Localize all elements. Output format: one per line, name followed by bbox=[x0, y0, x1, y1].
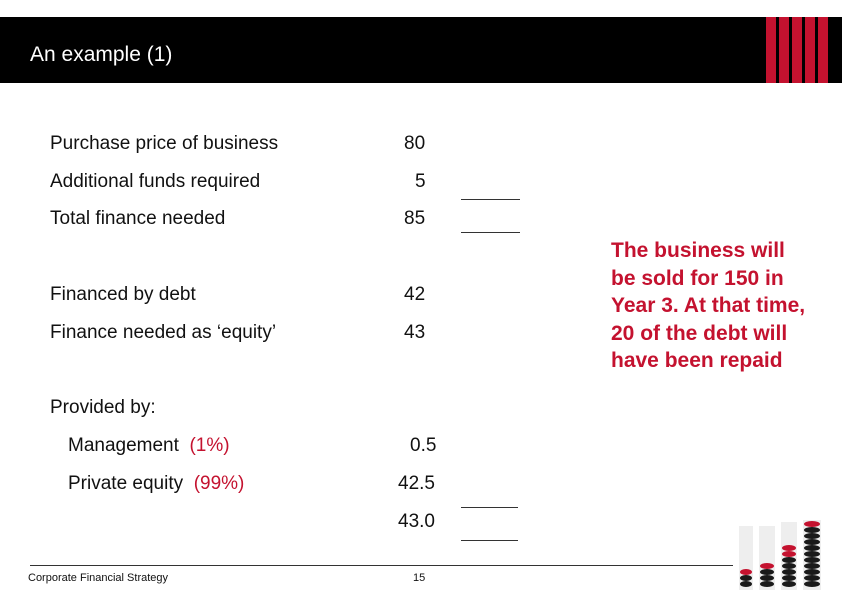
additional-funds-label: Additional funds required bbox=[50, 171, 261, 192]
private-equity-label: Private equity bbox=[68, 473, 184, 494]
equity-label: Finance needed as ‘equity’ bbox=[50, 322, 277, 343]
purchase-price-label: Purchase price of business bbox=[50, 133, 279, 154]
equity-value: 43 bbox=[404, 322, 426, 343]
page-number: 15 bbox=[413, 572, 426, 584]
equity-total-rule bbox=[461, 540, 518, 541]
debt-value: 42 bbox=[404, 284, 426, 305]
total-rule bbox=[461, 232, 520, 233]
management-value: 0.5 bbox=[410, 435, 437, 456]
brand-bar bbox=[792, 17, 802, 83]
stacked-coins-image bbox=[733, 518, 825, 592]
equity-sum-value: 43.0 bbox=[398, 511, 435, 532]
sale-note: The business will be sold for 150 in Yea… bbox=[611, 239, 806, 372]
subtotal-rule bbox=[461, 199, 520, 200]
brand-bar bbox=[805, 17, 815, 83]
slide-title: An example (1) bbox=[30, 43, 173, 66]
additional-funds-value: 5 bbox=[415, 171, 426, 192]
management-percent: (1%) bbox=[189, 435, 230, 456]
management-row: Management (1%) bbox=[68, 435, 230, 457]
total-finance-value: 85 bbox=[404, 208, 426, 229]
total-finance-label: Total finance needed bbox=[50, 208, 226, 229]
management-label: Management bbox=[68, 435, 179, 456]
equity-subtotal-rule bbox=[461, 507, 518, 508]
brand-bar bbox=[818, 17, 828, 83]
provided-by-label: Provided by: bbox=[50, 397, 156, 418]
footer-divider bbox=[30, 565, 735, 566]
private-equity-percent: (99%) bbox=[193, 473, 245, 494]
title-bar: An example (1) bbox=[0, 17, 842, 83]
private-equity-value: 42.5 bbox=[398, 473, 435, 494]
debt-label: Financed by debt bbox=[50, 284, 196, 305]
purchase-price-value: 80 bbox=[404, 133, 426, 154]
footer-source: Corporate Financial Strategy bbox=[28, 572, 169, 584]
private-equity-row: Private equity (99%) bbox=[68, 473, 244, 495]
brand-bar bbox=[766, 17, 776, 83]
brand-bar bbox=[779, 17, 789, 83]
